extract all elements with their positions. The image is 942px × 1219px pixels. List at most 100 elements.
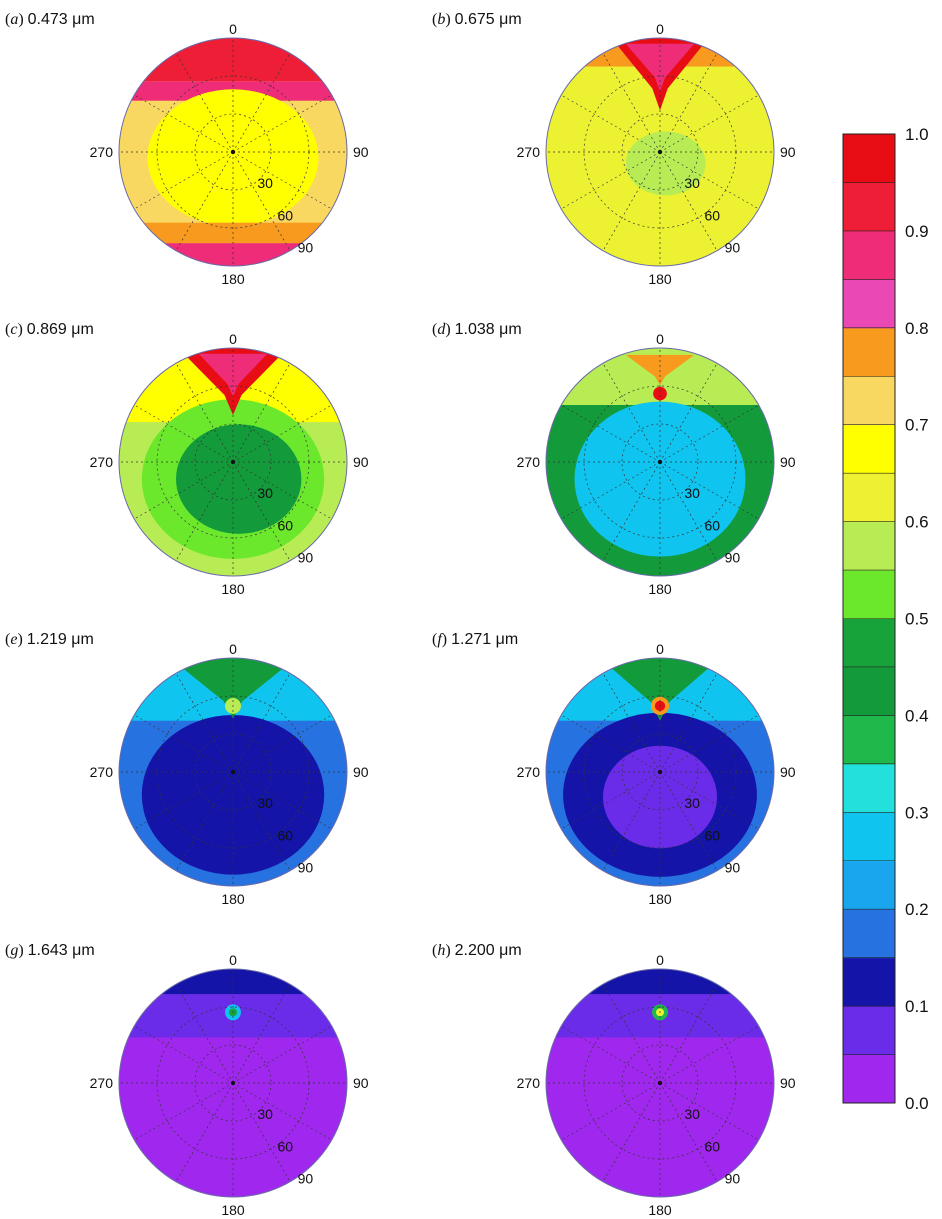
colorbar-segment (843, 473, 895, 523)
zenith-label-90: 90 (298, 1171, 314, 1187)
panel-outline-b (545, 37, 775, 267)
azimuth-label-180: 180 (648, 1202, 672, 1218)
zenith-label-30: 30 (257, 795, 273, 811)
azimuth-label-180: 180 (221, 891, 245, 907)
field-spot-3 (653, 386, 667, 401)
colorbar-segment (843, 1006, 895, 1056)
panel-wavelength-g: 1.643 μm (28, 942, 95, 959)
azimuth-label-270: 270 (90, 454, 114, 470)
zenith-label-30: 30 (257, 485, 273, 501)
azimuth-label-270: 270 (517, 144, 541, 160)
azimuth-label-90: 90 (780, 144, 796, 160)
azimuth-label-180: 180 (648, 581, 672, 597)
panel-outline-e (118, 657, 348, 887)
zenith-label-90: 90 (725, 550, 741, 566)
colorbar-tick-label: 0.3 (905, 803, 929, 822)
panel-outline-f (545, 657, 775, 887)
azimuth-label-90: 90 (353, 764, 369, 780)
azimuth-label-270: 270 (90, 144, 114, 160)
azimuth-label-90: 90 (353, 144, 369, 160)
zenith-label-60: 60 (277, 517, 293, 533)
panel-wavelength-c: 0.869 μm (27, 321, 94, 338)
center-dot (657, 1080, 663, 1086)
azimuth-label-90: 90 (780, 764, 796, 780)
zenith-label-90: 90 (725, 860, 741, 876)
zenith-label-30: 30 (257, 1106, 273, 1122)
colorbar-segment (843, 424, 895, 474)
colorbar-segment (843, 666, 895, 716)
colorbar-segment (843, 521, 895, 571)
colorbar-segment (843, 327, 895, 377)
azimuth-label-90: 90 (353, 1075, 369, 1091)
zenith-label-30: 30 (684, 485, 700, 501)
azimuth-label-90: 90 (780, 1075, 796, 1091)
polar-grid-h (546, 969, 774, 1197)
colorbar-segment (843, 957, 895, 1007)
zenith-label-60: 60 (277, 827, 293, 843)
colorbar-segment (843, 230, 895, 280)
azimuth-label-270: 270 (90, 1075, 114, 1091)
colorbar-segment (843, 715, 895, 765)
azimuth-label-180: 180 (648, 891, 672, 907)
colorbar: 0.0 0.1 0.2 0.3 0.4 0.5 0.6 0.7 0.8 0.9 1.0 (842, 125, 929, 1113)
zenith-label-30: 30 (684, 175, 700, 191)
zenith-label-90: 90 (298, 550, 314, 566)
field-plume-3 (170, 658, 296, 719)
colorbar-tick-label: 0.8 (905, 319, 929, 338)
colorbar-segment (843, 812, 895, 862)
polar-grid-e (119, 658, 347, 886)
azimuth-label-270: 270 (517, 454, 541, 470)
azimuth-label-90: 90 (353, 454, 369, 470)
zenith-label-60: 60 (704, 207, 720, 223)
panel-wavelength-e: 1.219 μm (27, 631, 94, 648)
center-dot (230, 149, 236, 155)
polar-grid-a (119, 38, 347, 266)
zenith-label-90: 90 (298, 240, 314, 256)
azimuth-label-270: 270 (517, 764, 541, 780)
panel-title-c: (c) 0.869 μm (5, 321, 94, 338)
azimuth-label-90: 90 (780, 454, 796, 470)
panel-outline-a (118, 37, 348, 267)
azimuth-label-0: 0 (229, 952, 237, 968)
azimuth-label-270: 270 (517, 1075, 541, 1091)
colorbar-tick-label: 0.4 (905, 706, 929, 725)
zenith-label-30: 30 (684, 1106, 700, 1122)
panel-outline-c (118, 347, 348, 577)
field-plume-3 (597, 658, 723, 721)
center-dot (230, 459, 236, 465)
zenith-label-90: 90 (298, 860, 314, 876)
field-ellipse-2 (166, 732, 304, 858)
panel-wavelength-f: 1.271 μm (451, 631, 518, 648)
colorbar-segment (843, 182, 895, 232)
panel-wavelength-a: 0.473 μm (28, 11, 95, 28)
zenith-label-60: 60 (704, 517, 720, 533)
colorbar-tick-label: 0.0 (905, 1094, 929, 1113)
azimuth-label-180: 180 (221, 271, 245, 287)
zenith-label-90: 90 (725, 240, 741, 256)
polar-grid-b (546, 38, 774, 266)
azimuth-label-0: 0 (229, 641, 237, 657)
azimuth-label-0: 0 (229, 21, 237, 37)
panel-wavelength-b: 0.675 μm (455, 11, 522, 28)
center-dot (230, 769, 236, 775)
zenith-label-60: 60 (704, 827, 720, 843)
panel-title-h: (h) 2.200 μm (432, 942, 522, 959)
colorbar-segment (843, 134, 895, 183)
field-ellipse-2 (597, 422, 723, 537)
colorbar-tick-label: 1.0 (905, 125, 929, 144)
colorbar-segment (843, 570, 895, 619)
polar-grid-f (546, 658, 774, 886)
colorbar-tick-label: 0.6 (905, 513, 929, 532)
panel-wavelength-h: 2.200 μm (455, 942, 522, 959)
azimuth-label-0: 0 (229, 331, 237, 347)
panel-wavelength-d: 1.038 μm (455, 321, 522, 338)
center-dot (230, 1080, 236, 1086)
zenith-label-30: 30 (684, 795, 700, 811)
